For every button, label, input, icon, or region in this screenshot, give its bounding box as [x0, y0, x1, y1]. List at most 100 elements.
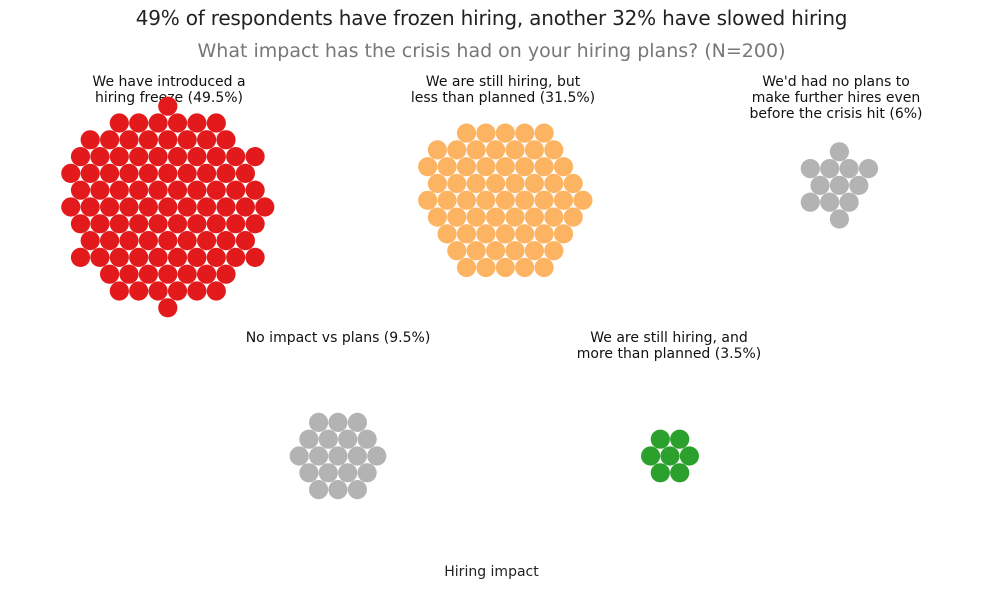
dot [80, 231, 100, 251]
dot [486, 207, 506, 227]
dot [476, 257, 496, 278]
dot [148, 281, 168, 301]
dot [534, 257, 554, 278]
dot [486, 241, 506, 261]
dot [476, 123, 496, 143]
dot [544, 207, 564, 227]
dot [90, 214, 110, 234]
dot [849, 175, 869, 195]
dot [476, 157, 496, 177]
dot [187, 214, 207, 234]
group-label-less-than-planned: We are still hiring, but less than plann… [410, 74, 596, 106]
dot [437, 157, 457, 177]
chart-title: 49% of respondents have frozen hiring, a… [135, 6, 848, 30]
dot [206, 281, 226, 301]
dot [177, 130, 197, 150]
dot [138, 264, 158, 284]
dot [839, 192, 859, 212]
dot [109, 247, 129, 267]
dot [129, 281, 149, 301]
dot [129, 247, 149, 267]
dot [187, 113, 207, 133]
dot [495, 224, 515, 244]
dot [70, 147, 91, 167]
dot [670, 463, 690, 483]
dot [309, 480, 329, 500]
dot [119, 163, 139, 183]
dot [187, 147, 207, 167]
dot [187, 247, 207, 267]
dot [109, 113, 129, 133]
dot [544, 241, 564, 261]
dot [158, 163, 178, 183]
dot [119, 130, 139, 150]
dot [437, 190, 457, 210]
dot [129, 214, 149, 234]
dot [347, 446, 367, 466]
dot [216, 231, 236, 251]
dot [138, 231, 158, 251]
dot [119, 197, 139, 217]
dot [129, 180, 149, 200]
dot [810, 175, 830, 195]
dot [563, 173, 583, 194]
dot [328, 480, 348, 500]
dot [309, 446, 329, 466]
dot [515, 123, 535, 143]
dot [563, 207, 583, 227]
dot-group-4 [641, 429, 700, 483]
dot [206, 147, 226, 167]
dot [328, 446, 348, 466]
dot [476, 224, 496, 244]
dot [100, 130, 120, 150]
dot [138, 197, 158, 217]
dot [138, 130, 158, 150]
dot [650, 429, 670, 449]
dot [328, 412, 348, 432]
dot [206, 214, 226, 234]
dot [299, 429, 319, 449]
x-axis-label: Hiring impact [444, 564, 539, 580]
dot [447, 207, 467, 227]
dot [495, 257, 515, 278]
group-label-no-impact: No impact vs plans (9.5%) [245, 330, 431, 346]
dot [206, 113, 226, 133]
dot [839, 159, 859, 179]
dot [187, 281, 207, 301]
group-label-hiring-freeze: We have introduced a hiring freeze (49.5… [92, 74, 246, 106]
dot [495, 157, 515, 177]
dot [80, 163, 100, 183]
dot [109, 180, 129, 200]
dot [318, 463, 338, 483]
dot [167, 214, 188, 234]
dot [427, 140, 447, 160]
dot [158, 231, 178, 251]
dot [119, 264, 139, 284]
dot [167, 180, 188, 200]
dot [447, 173, 467, 194]
dot [148, 180, 168, 200]
dot [820, 159, 840, 179]
dot [544, 173, 564, 194]
dot [338, 429, 358, 449]
dot [573, 190, 593, 210]
dot-group-1 [418, 123, 593, 278]
dot [216, 197, 236, 217]
dot [553, 157, 574, 177]
dot [167, 247, 188, 267]
dot [524, 241, 545, 261]
dot-group-3 [289, 412, 387, 500]
dot [100, 264, 120, 284]
dot [437, 224, 457, 244]
dot [289, 446, 309, 466]
dot [158, 130, 178, 150]
dot [90, 180, 110, 200]
dot [829, 142, 850, 162]
dot [820, 192, 840, 212]
dot [148, 113, 168, 133]
dot [427, 173, 447, 194]
dot [427, 207, 447, 227]
dot [447, 241, 467, 261]
dot [148, 147, 168, 167]
